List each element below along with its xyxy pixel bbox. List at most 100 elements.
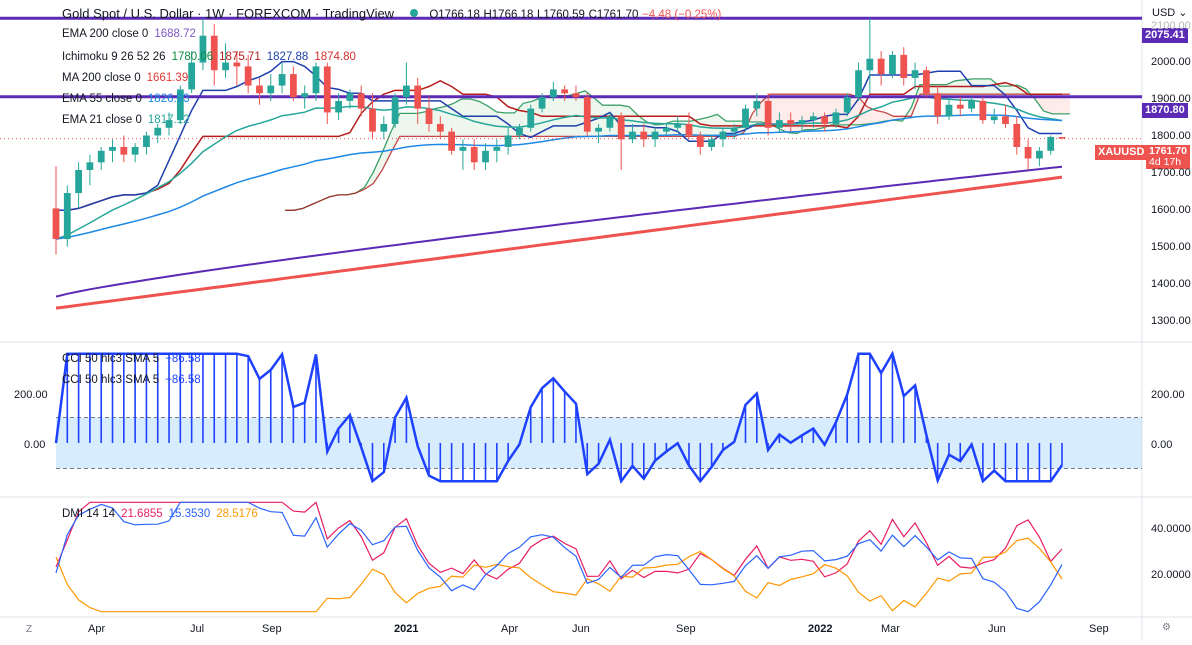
- ichimoku-cloud-segment: [1008, 85, 1018, 95]
- legend-ichimoku[interactable]: Ichimoku 9 26 52 26 1780.06 1875.71 1827.88…: [62, 50, 362, 64]
- candle-body: [662, 127, 670, 132]
- ichimoku-cloud-segment: [470, 99, 480, 137]
- price-axis-label: 1400.00: [1151, 278, 1191, 290]
- candle-body: [685, 123, 693, 136]
- last-price-tag: 1761.70 4d 17h: [1146, 145, 1190, 169]
- ichimoku-cloud-segment: [488, 106, 497, 137]
- ichimoku-cloud-segment: [479, 101, 489, 137]
- ichimoku-cloud-segment: [858, 97, 868, 125]
- price-axis-label: 1900.00: [1151, 93, 1191, 105]
- time-axis-label: Sep: [262, 623, 282, 635]
- legend-ema21-label: EMA 21 close 0: [62, 114, 142, 126]
- candle-body: [764, 100, 772, 128]
- ichimoku-cloud-segment: [496, 111, 506, 137]
- ohlc-close: C1761.70: [588, 9, 639, 21]
- time-axis-label: 2021: [394, 623, 419, 635]
- bar-countdown: 4d 17h: [1149, 156, 1182, 168]
- cci-axis-label: 0.00: [1151, 439, 1173, 451]
- candle-body: [188, 62, 196, 90]
- candle-body: [75, 170, 82, 194]
- candle-body: [210, 35, 218, 71]
- candle-body: [629, 131, 636, 140]
- time-axis-label: Apr: [501, 623, 519, 635]
- time-axis-label: Jul: [190, 623, 205, 635]
- candle-body: [199, 35, 207, 63]
- candle-body: [674, 123, 682, 128]
- price-axis-label: 2000.00: [1151, 56, 1191, 68]
- legend-ichimoku-v1: 1780.06: [171, 51, 214, 63]
- candle-body: [109, 146, 116, 151]
- legend-dmi-v3: 28.5176: [216, 508, 258, 520]
- candle-body: [380, 123, 388, 132]
- candle-body: [346, 93, 354, 101]
- currency-selector[interactable]: USD ⌄: [1152, 6, 1188, 19]
- candle-body: [301, 93, 309, 98]
- time-axis-label: Apr: [88, 623, 106, 635]
- price-tag-mid-level: 1870.80: [1142, 103, 1188, 118]
- candle-body: [233, 62, 241, 67]
- settings-gear-icon[interactable]: ⚙: [1162, 622, 1171, 633]
- candle-body: [63, 193, 71, 240]
- price-tag-top-level: 2075.41: [1142, 28, 1188, 43]
- ohlc-high: H1766.18: [483, 9, 534, 21]
- ichimoku-cloud-segment: [399, 113, 409, 137]
- ema21-line: [55, 96, 1063, 240]
- symbol-title: Gold Spot / U.S. Dollar · 1W · FOREXCOM …: [62, 6, 395, 21]
- candle-body: [1024, 146, 1032, 159]
- price-axis-label: 1300.00: [1151, 315, 1191, 327]
- candle-body: [493, 146, 501, 151]
- ichimoku-cloud-segment: [884, 112, 894, 122]
- time-axis-label: Mar: [881, 623, 900, 635]
- legend-dmi[interactable]: DMI 14 14 21.6855 15.3530 28.5176: [62, 507, 264, 521]
- ichimoku-cloud-segment: [796, 94, 806, 134]
- dmi-minus-line: [55, 537, 1063, 613]
- legend-cci-a[interactable]: CCI 50 hlc3 SMA 5 −86.58: [62, 352, 207, 366]
- candle-body: [572, 93, 580, 98]
- ichimoku-cloud-segment: [1043, 94, 1053, 114]
- candle-body: [436, 123, 444, 132]
- candle-body: [86, 162, 94, 170]
- candle-body: [776, 120, 783, 128]
- price-axis-label: 1600.00: [1151, 204, 1191, 216]
- time-axis-label: Sep: [676, 623, 696, 635]
- price-axis-label: 1500.00: [1151, 241, 1191, 253]
- candle-body: [504, 135, 512, 147]
- candle-body: [289, 74, 297, 98]
- legend-ma200[interactable]: MA 200 close 0 1661.39: [62, 71, 194, 85]
- candle-body: [606, 116, 614, 128]
- candle-body: [312, 66, 320, 94]
- ohlc-change: −4.48 (−0.25%): [642, 9, 722, 21]
- legend-ema200[interactable]: EMA 200 close 0 1688.72: [62, 27, 202, 41]
- zoom-icon[interactable]: Z: [26, 624, 33, 635]
- candle-body: [244, 66, 252, 86]
- legend-ema55[interactable]: EMA 55 close 0 1826.93: [62, 92, 195, 106]
- legend-ichimoku-v3: 1827.88: [266, 51, 309, 63]
- cci-line: [54, 350, 1064, 485]
- candle-body: [719, 131, 727, 140]
- legend-ema21-value: 1817.12: [147, 114, 190, 126]
- cci-axis-left-label: 200.00: [14, 389, 48, 401]
- chart-header: Gold Spot / U.S. Dollar · 1W · FOREXCOM …: [62, 6, 721, 21]
- candle-body: [278, 74, 286, 86]
- legend-ema21[interactable]: EMA 21 close 0 1817.12: [62, 113, 195, 127]
- legend-dmi-label: DMI 14 14: [62, 508, 116, 520]
- ichimoku-cloud-segment: [1061, 94, 1070, 114]
- market-status-icon: [409, 9, 418, 17]
- candle-body: [730, 127, 738, 132]
- candle-body: [267, 85, 275, 94]
- candle-body: [900, 54, 908, 78]
- candle-body: [617, 116, 625, 140]
- cci-axis-left-label: 0.00: [24, 439, 46, 451]
- price-axis-label: 1700.00: [1151, 167, 1191, 179]
- ichimoku-tenkan-line: [56, 60, 1062, 212]
- candle-body: [222, 62, 229, 71]
- candle-body: [922, 70, 930, 94]
- candle-body: [640, 131, 648, 140]
- legend-cci-b[interactable]: CCI 50 hlc3 SMA 5 −86.58: [62, 373, 207, 387]
- ichimoku-cloud-segment: [452, 99, 462, 137]
- candle-body: [583, 97, 591, 132]
- candle-body: [256, 85, 263, 94]
- candle-body: [1047, 137, 1055, 151]
